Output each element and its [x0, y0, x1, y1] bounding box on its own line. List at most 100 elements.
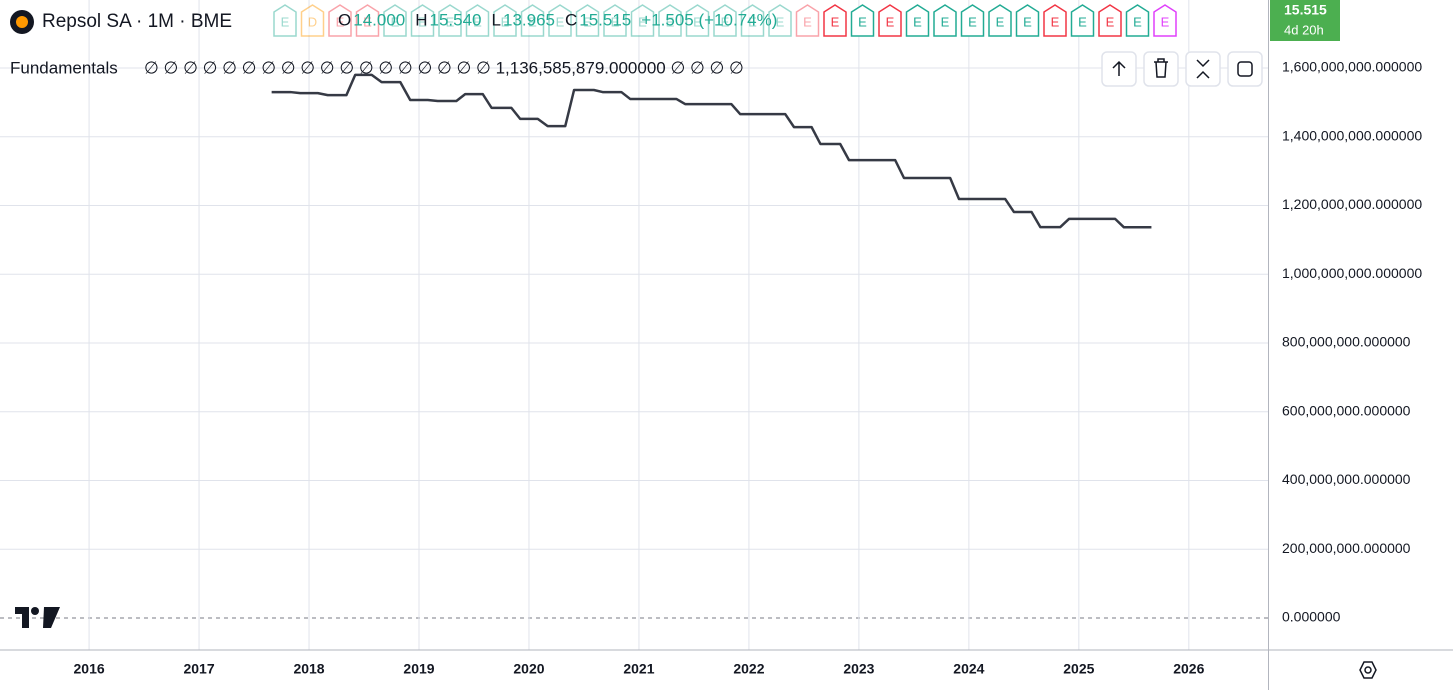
event-badge[interactable]: E	[795, 4, 820, 37]
event-badge[interactable]: E	[713, 4, 737, 37]
event-badge-shape	[548, 4, 572, 37]
settings-button[interactable]	[1359, 661, 1377, 679]
event-badge[interactable]: E	[823, 4, 847, 37]
event-badge-shape	[768, 4, 792, 37]
event-badge[interactable]: E	[1015, 4, 1040, 37]
ohlc-value: 15.515	[579, 10, 631, 29]
countdown: 4d 20h	[1284, 22, 1324, 37]
y-tick-label: 0.000000	[1282, 609, 1341, 625]
x-tick-label: 2017	[183, 661, 214, 677]
event-badge[interactable]: E	[1153, 4, 1177, 37]
event-badge-shape	[933, 4, 957, 37]
ohlc-key: H	[415, 10, 427, 29]
event-badge-shape	[355, 4, 380, 37]
x-tick-label: 2024	[953, 661, 984, 677]
y-tick-label: 400,000,000.000000	[1282, 471, 1411, 487]
event-badge[interactable]: E	[1098, 4, 1122, 37]
event-badge[interactable]: E	[988, 4, 1012, 37]
event-badge-shape	[685, 4, 710, 37]
x-tick-label: 2022	[733, 661, 764, 677]
event-badge-shape	[1070, 4, 1095, 37]
event-badge-shape	[1153, 4, 1177, 37]
event-badge-shape	[795, 4, 820, 37]
event-label: E	[473, 14, 482, 29]
ohlc-value: 15.540	[430, 10, 482, 29]
event-badge[interactable]: E	[273, 4, 297, 37]
event-badge[interactable]: E	[630, 4, 655, 37]
delete-button[interactable]	[1143, 51, 1179, 87]
trash-icon	[1154, 58, 1168, 78]
y-tick-label: 200,000,000.000000	[1282, 540, 1411, 556]
event-badge[interactable]: E	[960, 4, 985, 37]
event-label: E	[363, 14, 372, 29]
event-label: E	[1051, 14, 1060, 29]
event-badge-shape	[630, 4, 655, 37]
event-badge[interactable]: E	[383, 4, 407, 37]
ohlc-value: 14.000	[353, 10, 405, 29]
event-badge-shape	[1125, 4, 1150, 37]
event-badge[interactable]: E	[740, 4, 765, 37]
event-badge-shape	[740, 4, 765, 37]
symbol-title[interactable]: Repsol SA · 1M · BME	[42, 11, 232, 32]
event-label: E	[913, 14, 922, 29]
event-badge[interactable]: E	[465, 4, 490, 37]
event-badge[interactable]: E	[328, 4, 352, 37]
event-label: E	[968, 14, 977, 29]
event-label: E	[831, 14, 840, 29]
settings-icon	[1359, 661, 1377, 679]
indicator-values: ∅ ∅ ∅ ∅ ∅ ∅ ∅ ∅ ∅ ∅ ∅ ∅ ∅ ∅ ∅ ∅ ∅ ∅ 1,13…	[144, 58, 744, 77]
event-badge[interactable]: E	[685, 4, 710, 37]
event-badge[interactable]: E	[905, 4, 930, 37]
x-tick-label: 2016	[74, 661, 105, 677]
event-badge-shape	[658, 4, 682, 37]
event-badge[interactable]: E	[933, 4, 957, 37]
collapse-icon	[1196, 59, 1210, 79]
event-badge-shape	[1015, 4, 1040, 37]
event-badge[interactable]: E	[355, 4, 380, 37]
y-tick-label: 1,000,000,000.000000	[1282, 265, 1422, 281]
event-badge[interactable]: E	[850, 4, 875, 37]
x-tick-label: 2019	[403, 661, 434, 677]
event-label: E	[1133, 14, 1142, 29]
x-tick-label: 2020	[513, 661, 544, 677]
event-badge-shape	[465, 4, 490, 37]
collapse-button[interactable]	[1185, 51, 1221, 87]
event-badge[interactable]: E	[493, 4, 517, 37]
x-tick-label: 2025	[1063, 661, 1094, 677]
event-badge[interactable]: E	[1043, 4, 1067, 37]
plot	[271, 73, 1152, 229]
event-label: E	[583, 14, 592, 29]
event-badge[interactable]: E	[548, 4, 572, 37]
event-label: E	[501, 14, 510, 29]
event-badge[interactable]: E	[575, 4, 600, 37]
event-label: E	[776, 14, 785, 29]
event-badge[interactable]: E	[878, 4, 902, 37]
event-badge[interactable]: E	[768, 4, 792, 37]
event-badge[interactable]: D	[300, 4, 325, 37]
toolbar	[1101, 51, 1263, 87]
event-label: E	[886, 14, 895, 29]
change: +1.505 (+10.74%)	[641, 10, 777, 29]
ohlc-value: 13.965	[503, 10, 555, 29]
arrow-icon	[1112, 60, 1126, 76]
event-label: E	[446, 14, 455, 29]
event-badge[interactable]: E	[520, 4, 545, 37]
ohlc-key: L	[492, 10, 501, 29]
indicator-name[interactable]: Fundamentals	[10, 58, 118, 77]
event-badge-shape	[823, 4, 847, 37]
event-badge[interactable]: E	[603, 4, 627, 37]
event-badge[interactable]: E	[1125, 4, 1150, 37]
event-label: E	[418, 14, 427, 29]
event-badge[interactable]: E	[410, 4, 435, 37]
event-badge[interactable]: E	[658, 4, 682, 37]
event-label: E	[638, 14, 647, 29]
event-label: E	[556, 14, 565, 29]
maximize-button[interactable]	[1227, 51, 1263, 87]
event-badge-shape	[960, 4, 985, 37]
event-label: E	[1078, 14, 1087, 29]
event-badge[interactable]: E	[1070, 4, 1095, 37]
y-tick-label: 1,200,000,000.000000	[1282, 196, 1422, 212]
price-badge-value: 15.515	[1284, 2, 1327, 18]
event-badge[interactable]: E	[438, 4, 462, 37]
